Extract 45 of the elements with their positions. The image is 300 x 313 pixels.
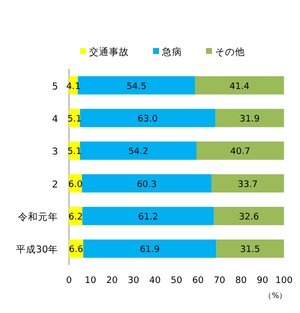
- data-label: 31.9: [240, 114, 260, 124]
- data-label: 41.4: [229, 82, 250, 92]
- data-label: 60.3: [136, 180, 157, 190]
- x-tick-label: 30: [128, 276, 140, 286]
- x-tick-label: 0: [66, 276, 72, 286]
- y-tick-label: 令和元年: [18, 211, 58, 223]
- data-label: 61.2: [138, 212, 158, 222]
- bar: [212, 174, 284, 192]
- data-label: 33.7: [238, 180, 258, 190]
- y-tick-label: 5: [52, 81, 58, 92]
- x-tick-label: 20: [106, 276, 118, 286]
- x-tick-label: 70: [214, 276, 226, 286]
- data-label: 31.5: [240, 245, 260, 256]
- bar: [216, 240, 284, 258]
- x-tick-label: 40: [149, 276, 161, 286]
- y-tick-label: 2: [52, 179, 58, 190]
- legend-label: 交通事故: [89, 46, 129, 58]
- x-tick-label: 80: [235, 276, 247, 286]
- y-tick-label: 3: [52, 146, 58, 158]
- x-tick-label: 50: [170, 276, 182, 286]
- data-label: 54.2: [128, 147, 148, 158]
- data-label: 61.9: [140, 245, 160, 256]
- data-label: 54.5: [126, 82, 146, 92]
- bar: [82, 174, 212, 192]
- bar: [215, 108, 284, 128]
- data-label: 6.2: [68, 212, 83, 222]
- bar: [80, 142, 196, 160]
- bar: [196, 142, 284, 160]
- x-tick-label: 90: [256, 276, 268, 286]
- data-label: 40.7: [230, 147, 250, 158]
- data-label: 6.6: [68, 245, 84, 256]
- bar: [194, 76, 284, 94]
- legend-label: その他: [215, 46, 245, 58]
- y-tick-label: 4: [52, 114, 58, 125]
- bar: [82, 206, 214, 226]
- y-tick-label: 平成30年: [16, 244, 58, 256]
- x-tick-label: 60: [192, 276, 204, 286]
- legend-label: 急病: [161, 46, 182, 58]
- x-tick-label: 100: [275, 276, 293, 286]
- bar: [83, 240, 216, 258]
- bar: [214, 206, 284, 226]
- bar: [80, 108, 216, 128]
- x-tick-label: 10: [84, 276, 96, 286]
- data-label: 32.6: [238, 212, 260, 222]
- data-label: 63.0: [138, 114, 158, 124]
